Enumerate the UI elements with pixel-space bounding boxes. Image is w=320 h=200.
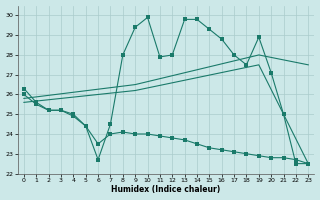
X-axis label: Humidex (Indice chaleur): Humidex (Indice chaleur)	[111, 185, 221, 194]
